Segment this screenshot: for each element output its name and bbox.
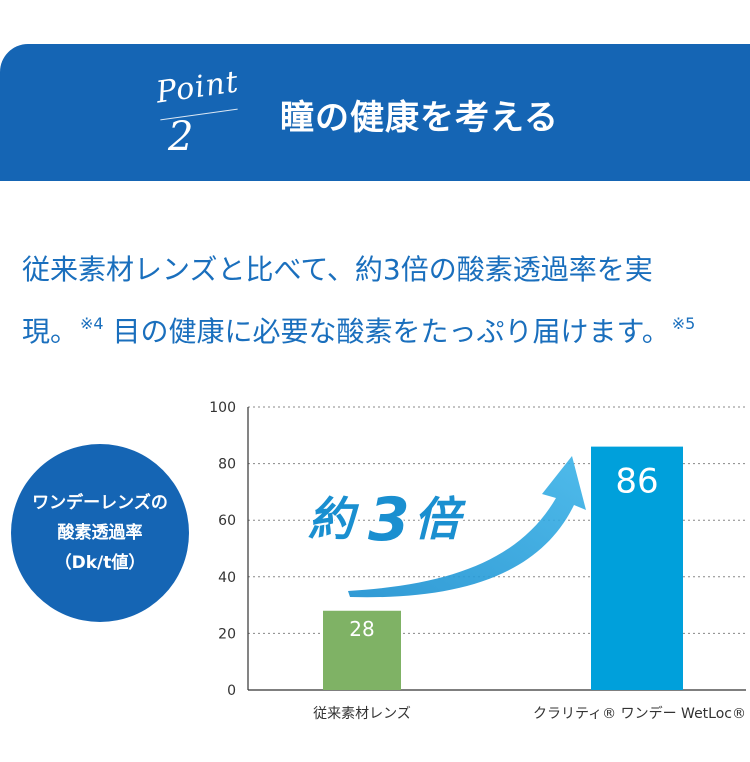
section-title: 瞳の健康を考える (280, 98, 559, 138)
callout-prefix: 約 (308, 492, 360, 546)
description-text-2a: 現。 (22, 315, 79, 348)
y-tick-label: 20 (218, 626, 236, 642)
callout-text: 約 3 倍 (307, 484, 468, 557)
growth-arrow (348, 456, 586, 598)
description-line-2: 現。 ※4 目の健康に必要な酸素をたっぷり届けます。 ※5 (22, 310, 742, 350)
bar-conventional (323, 610, 401, 690)
callout-number: 3 (368, 485, 410, 555)
bar-value-label: 28 (349, 617, 374, 641)
badge-line-2: 酸素透過率 (57, 523, 143, 543)
badge-line-3: （Dk/t値） (54, 553, 146, 573)
y-tick-label: 80 (218, 457, 236, 473)
y-tick-label: 60 (218, 513, 236, 529)
badge-line-1: ワンデーレンズの (32, 493, 168, 513)
metric-badge: ワンデーレンズの 酸素透過率 （Dk/t値） (11, 444, 189, 622)
y-tick-label: 40 (218, 570, 236, 586)
y-tick-label: 0 (227, 683, 236, 699)
x-category-label: 従来素材レンズ (313, 706, 411, 722)
point-number: 2 (168, 114, 194, 160)
bar-value-label: 86 (615, 462, 658, 502)
bar-clarity (591, 446, 683, 690)
footnote-ref-4: ※4 (80, 314, 104, 333)
footnote-ref-5: ※5 (671, 314, 696, 333)
description-text-2b: 目の健康に必要な酸素をたっぷり届けます。 (103, 315, 670, 348)
point-banner: Point 2 瞳の健康を考える (0, 44, 750, 181)
y-tick-label: 100 (209, 400, 236, 416)
callout-suffix: 倍 (414, 492, 466, 546)
description-text-1: 従来素材レンズと比べて、約3倍の酸素透過率を実 (22, 253, 653, 286)
description-line-1: 従来素材レンズと比べて、約3倍の酸素透過率を実 (22, 248, 742, 288)
x-category-label: クラリティ® ワンデー WetLoc® (533, 705, 746, 722)
